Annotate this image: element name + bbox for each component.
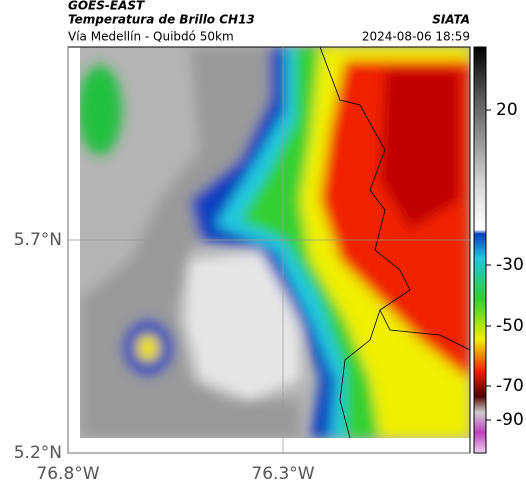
y-tick-label: 5.7°N (14, 230, 62, 250)
datetime: 2024-08-06 18:59 (362, 30, 470, 44)
satellite-image (80, 47, 470, 438)
colorbar (473, 46, 487, 454)
colorbar-label: -50 (496, 316, 524, 336)
colorbar-label: -90 (496, 410, 524, 430)
x-tick-label: 76.3°W (251, 464, 314, 484)
y-tick-label: 5.2°N (14, 443, 62, 463)
colorbar-label: -70 (496, 376, 524, 396)
colorbar-label: 20 (496, 100, 518, 120)
brand: SIATA (432, 13, 470, 27)
source: GOES-EAST (68, 0, 145, 13)
route: Vía Medellín - Quibdó 50km (68, 30, 234, 44)
colorbar-label: -30 (496, 255, 524, 275)
x-tick-label: 76.8°W (36, 464, 99, 484)
title: Temperatura de Brillo CH13 (68, 13, 255, 27)
